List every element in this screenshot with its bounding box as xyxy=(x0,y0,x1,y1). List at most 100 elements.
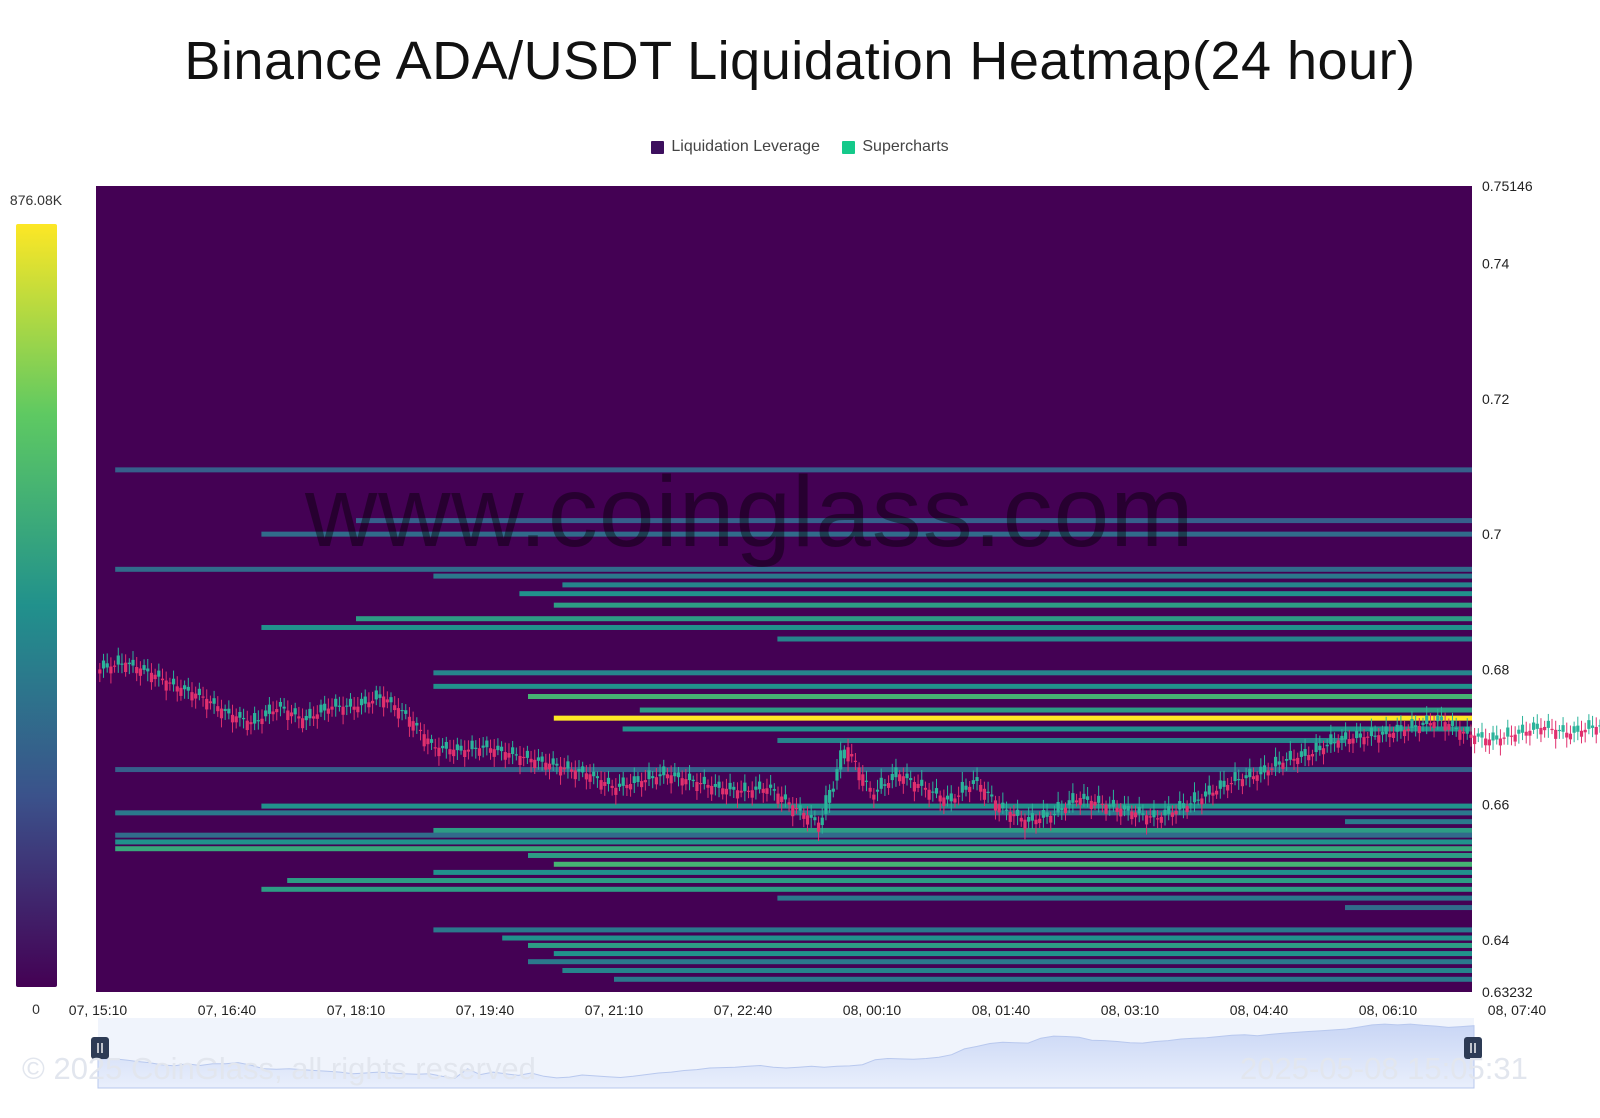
liquidation-level-band xyxy=(261,624,1472,630)
price-candle xyxy=(1421,717,1425,732)
price-candle xyxy=(1152,800,1156,827)
price-candle xyxy=(1495,725,1499,745)
price-candle xyxy=(1086,786,1090,808)
price-candle xyxy=(1093,794,1097,811)
price-candle xyxy=(953,793,957,808)
price-candle xyxy=(1045,803,1049,824)
price-candles xyxy=(98,647,1600,842)
price-candle xyxy=(562,757,566,775)
price-candle xyxy=(628,773,633,797)
price-candle xyxy=(595,771,600,788)
price-candle xyxy=(286,700,290,731)
price-candle xyxy=(975,767,979,791)
price-candle xyxy=(1369,718,1374,746)
price-candle xyxy=(636,771,640,787)
price-candle xyxy=(1583,722,1587,743)
liquidation-level-band xyxy=(528,959,1472,965)
price-candle xyxy=(916,774,920,793)
price-candle xyxy=(1303,738,1307,767)
price-candle xyxy=(260,709,264,734)
liquidation-level-band xyxy=(622,726,1472,732)
legend-swatch xyxy=(842,140,856,154)
price-candle xyxy=(879,768,883,794)
price-candle xyxy=(617,774,622,792)
price-candle xyxy=(1539,718,1543,743)
price-candle xyxy=(1141,804,1145,821)
price-candle xyxy=(566,755,570,779)
price-candle xyxy=(886,775,891,795)
liquidation-level-band xyxy=(433,573,1472,579)
x-tick-label: 07, 18:10 xyxy=(327,1002,386,1018)
legend-item-liquidation-leverage[interactable]: Liquidation Leverage xyxy=(651,138,820,156)
price-candle xyxy=(1185,800,1189,819)
price-candle xyxy=(1281,756,1285,776)
price-candle xyxy=(1484,728,1488,752)
price-candle xyxy=(798,797,802,821)
price-candle xyxy=(157,663,161,687)
copyright-watermark: © 2025 CoinGlass, all rights reserved xyxy=(22,1051,536,1086)
navigator-right-handle[interactable] xyxy=(1464,1037,1482,1059)
price-candle xyxy=(536,749,541,770)
price-candle xyxy=(1576,716,1580,741)
price-candle xyxy=(275,700,279,721)
price-candle xyxy=(805,806,810,832)
price-candle xyxy=(1115,800,1119,822)
price-candle xyxy=(466,740,471,760)
liquidation-level-band xyxy=(639,707,1472,713)
price-candle xyxy=(1277,751,1281,774)
price-candle xyxy=(1543,720,1547,738)
price-candle xyxy=(197,682,201,701)
price-candle xyxy=(470,735,474,757)
price-candle xyxy=(241,708,246,729)
price-candle xyxy=(267,697,271,724)
price-candle xyxy=(687,765,692,791)
price-candle xyxy=(234,708,238,729)
price-candle xyxy=(359,692,364,715)
price-candle xyxy=(245,710,249,736)
liquidation-level-band xyxy=(115,767,1473,773)
price-candle xyxy=(256,710,260,730)
price-candle xyxy=(459,739,463,755)
price-candle xyxy=(1266,762,1270,786)
price-candle xyxy=(710,776,714,801)
price-candle xyxy=(1373,725,1377,740)
price-candle xyxy=(1189,796,1193,813)
price-candle xyxy=(1447,718,1451,736)
price-candle xyxy=(1060,800,1064,820)
price-candle xyxy=(824,785,828,821)
price-candle xyxy=(573,760,577,788)
price-candle xyxy=(581,761,585,778)
price-candle xyxy=(1469,724,1473,747)
price-candle xyxy=(1167,796,1171,821)
liquidation-level-band xyxy=(115,566,1473,572)
price-candle xyxy=(1314,734,1318,762)
price-candle xyxy=(894,758,898,787)
price-candle xyxy=(1443,712,1447,741)
navigator-left-handle[interactable] xyxy=(91,1037,109,1059)
liquidation-level-band xyxy=(777,895,1472,901)
price-candle xyxy=(835,759,839,790)
price-candle xyxy=(1248,758,1252,788)
price-candle xyxy=(304,709,308,731)
price-candle xyxy=(444,736,448,759)
price-candle xyxy=(326,698,330,722)
price-candle xyxy=(201,686,205,707)
price-candle xyxy=(278,697,283,717)
price-candle xyxy=(1579,720,1584,744)
y-tick-label: 0.74 xyxy=(1482,256,1509,272)
price-candle xyxy=(816,816,821,842)
price-candle xyxy=(883,778,887,796)
price-candle xyxy=(1130,805,1134,825)
price-candle xyxy=(547,753,552,780)
legend-item-supercharts[interactable]: Supercharts xyxy=(842,138,949,156)
price-candle xyxy=(348,693,353,714)
liquidation-level-band xyxy=(261,531,1472,537)
price-candle xyxy=(499,741,504,761)
price-candle xyxy=(772,783,776,801)
price-candle xyxy=(1528,723,1532,746)
price-candle xyxy=(555,757,559,775)
price-candle xyxy=(898,770,902,786)
price-candle xyxy=(1097,785,1101,813)
price-candle xyxy=(1012,804,1016,825)
liquidation-level-band xyxy=(356,518,1472,524)
